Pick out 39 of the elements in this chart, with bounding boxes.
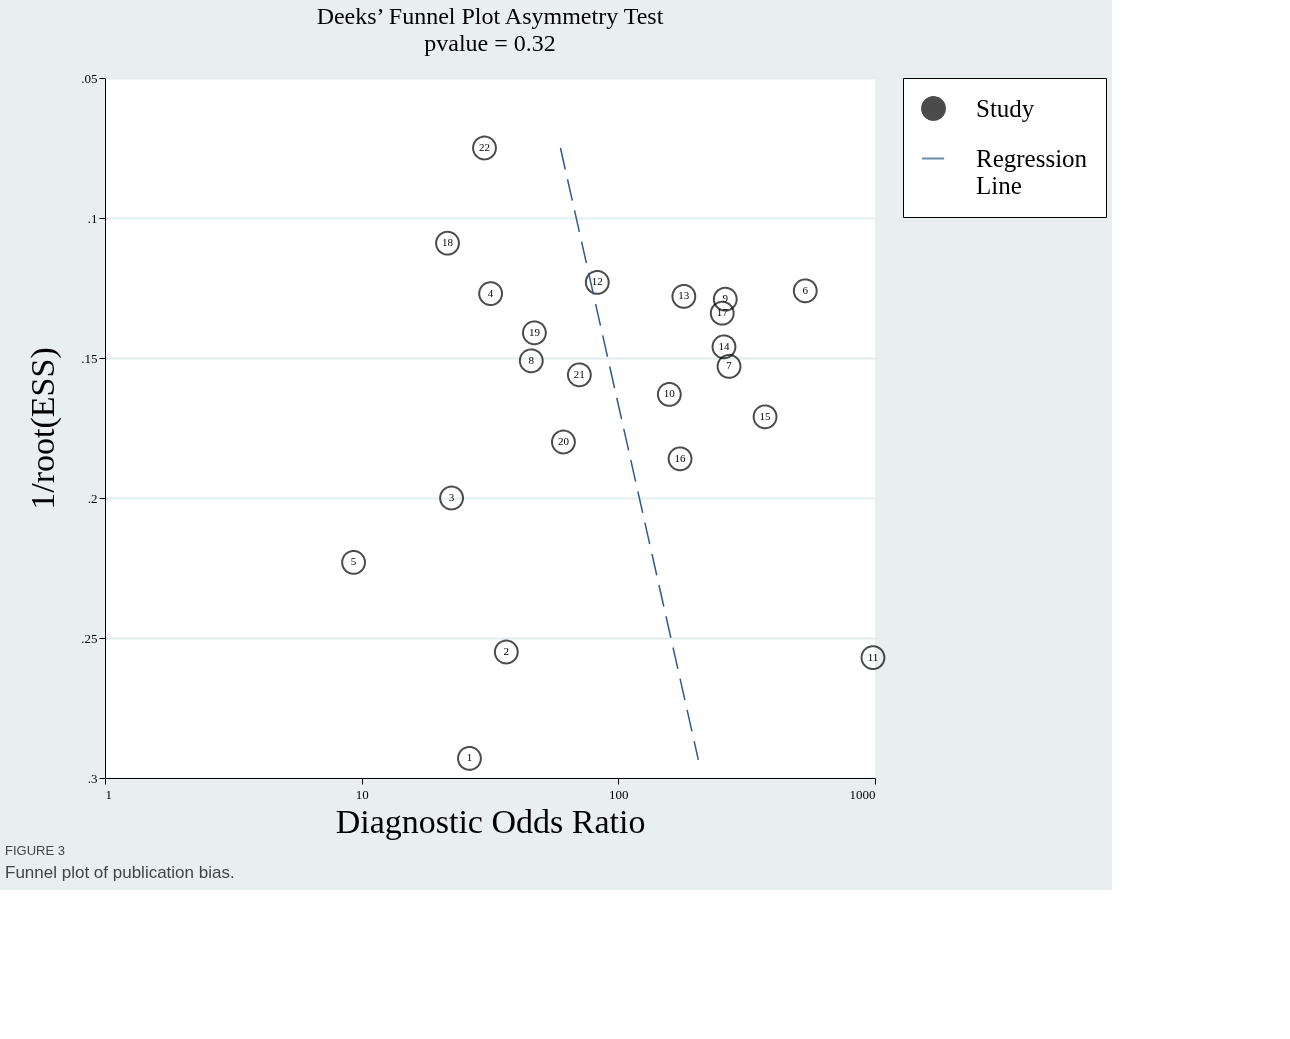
annotation: 7: [726, 359, 733, 372]
annotation: 13: [678, 289, 690, 302]
y-tick-label: .1: [87, 210, 98, 226]
annotation: 8: [528, 353, 535, 366]
annotation: 1: [466, 751, 473, 764]
annotation: 14: [718, 339, 730, 352]
annotation: 4: [487, 286, 494, 299]
x-tick-label: 1000: [849, 786, 876, 802]
y-tick-label: .15: [81, 350, 98, 366]
y-tick-label: .25: [81, 630, 98, 646]
x-tick-label: 100: [609, 786, 629, 802]
annotation: 16: [674, 451, 687, 464]
y-tick-label: .05: [81, 70, 98, 86]
annotation: 20: [557, 435, 570, 447]
annotation: 19: [528, 325, 541, 338]
annotation: 21: [573, 367, 585, 380]
annotation: 18: [442, 236, 454, 249]
annotation: 9: [722, 292, 729, 305]
chart-subtitle: pvalue = 0.32: [424, 30, 556, 56]
x-tick-label: 1: [105, 786, 112, 802]
x-axis-title: Diagnostic Odds Ratio: [335, 802, 646, 840]
annotation: 12: [591, 275, 603, 288]
chart-title: Deeks’ Funnel Plot Asymmetry Test: [316, 3, 664, 29]
annotation: 11: [867, 650, 879, 663]
annotation: 5: [350, 555, 357, 568]
y-axis-title: 1/root(ESS): [24, 347, 63, 510]
y-tick-label: .3: [87, 770, 98, 786]
annotation: 15: [759, 409, 772, 422]
annotation: 6: [802, 283, 809, 296]
annotation: 2: [503, 645, 510, 657]
x-tick-label: 10: [355, 786, 369, 802]
legend-label: Study: [976, 94, 1035, 122]
caption: FIGURE 3: [5, 843, 65, 858]
annotation: 22: [479, 141, 490, 153]
legend-label: Regression Line: [976, 144, 1088, 199]
annotation: 10: [663, 387, 676, 400]
y-tick-label: .2: [87, 490, 98, 506]
annotation: 3: [448, 491, 455, 503]
text: Funnel plot of publication bias.: [5, 863, 235, 882]
